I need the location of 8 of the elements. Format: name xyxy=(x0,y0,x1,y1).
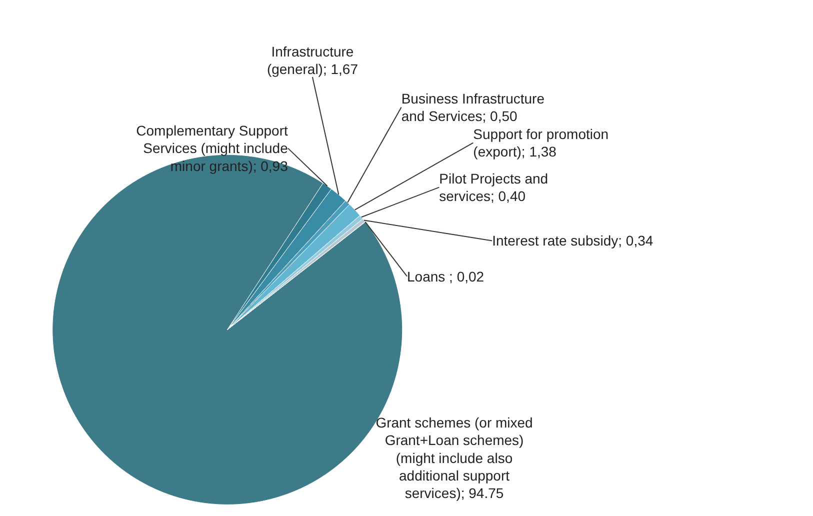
slice-label: Complementary Support Services (might include minor grants); 0,93 xyxy=(136,122,288,174)
slice-label: Support for promotion (export); 1,38 xyxy=(473,126,609,160)
slice-label: Loans ; 0,02 xyxy=(407,268,484,284)
slice-label: Grant schemes (or mixed Grant+Loan schemes) (might include also additional support services); 94.75 xyxy=(376,414,533,501)
slice-label: Pilot Projects and services; 0,40 xyxy=(439,170,548,204)
slice-label: Business Infrastructure and Services; 0,50 xyxy=(401,90,545,124)
slice-label: Infrastructure (general); 1,67 xyxy=(266,43,358,78)
slice-label: Interest rate subsidy; 0,34 xyxy=(492,232,654,249)
